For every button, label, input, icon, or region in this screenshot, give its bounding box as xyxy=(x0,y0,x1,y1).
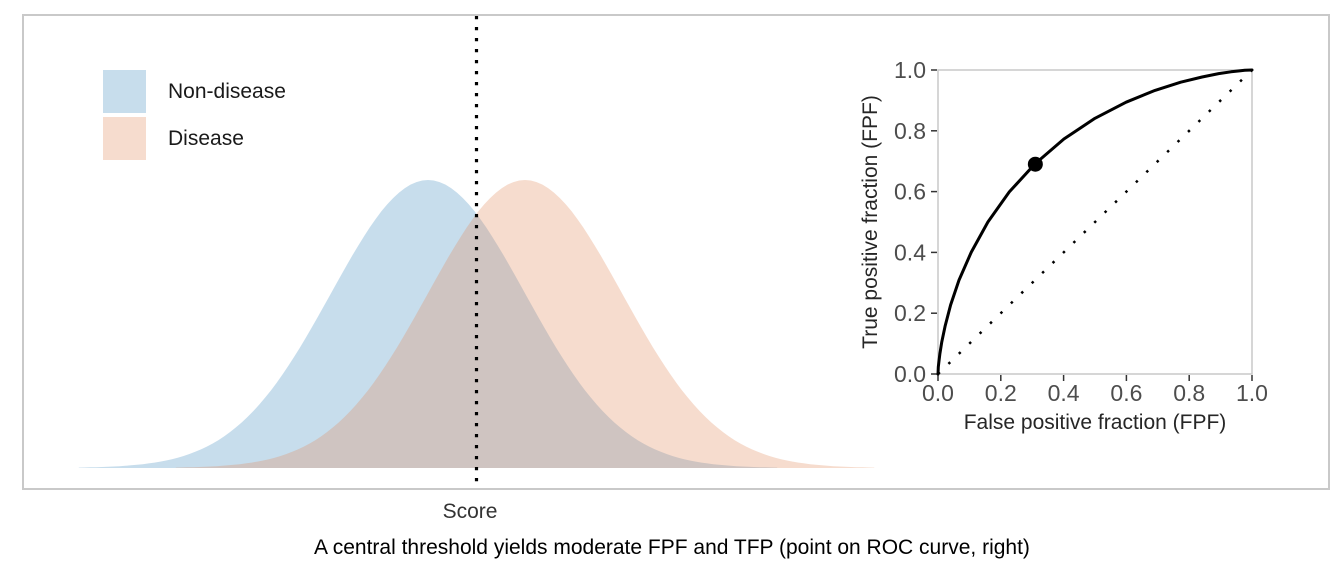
roc-x-axis-label: False positive fraction (FPF) xyxy=(963,411,1227,434)
legend: Non-disease Disease xyxy=(103,70,286,160)
score-axis-label: Score xyxy=(442,500,498,523)
roc-curve xyxy=(936,68,1254,376)
legend-label-non-disease: Non-disease xyxy=(168,79,286,103)
roc-x-tick-label: 0.8 xyxy=(1173,380,1205,406)
roc-y-tick-label: 0.4 xyxy=(894,239,926,265)
roc-y-tick-label: 0.2 xyxy=(894,300,926,326)
roc-y-tick-label: 0.6 xyxy=(894,179,926,205)
roc-x-tick-label: 0.0 xyxy=(922,380,954,406)
roc-y-tick-label: 0.0 xyxy=(894,361,926,387)
roc-x-tick-label: 0.2 xyxy=(985,380,1017,406)
chance-line xyxy=(937,69,1253,375)
legend-swatch-disease xyxy=(103,117,146,160)
figure-caption: A central threshold yields moderate FPF … xyxy=(314,536,1030,559)
roc-y-axis-label: True positive fraction (FPF) xyxy=(859,95,882,349)
legend-label-disease: Disease xyxy=(168,126,244,150)
roc-x-tick-label: 0.4 xyxy=(1048,380,1080,406)
roc-x-tick-label: 0.6 xyxy=(1110,380,1142,406)
roc-x-tick-label: 1.0 xyxy=(1236,380,1268,406)
roc-y-tick-label: 0.8 xyxy=(894,118,926,144)
legend-swatch-non-disease xyxy=(103,70,146,113)
roc-y-tick-label: 1.0 xyxy=(894,57,926,83)
legend-item-non-disease: Non-disease xyxy=(103,70,286,113)
density-area-disease xyxy=(175,180,875,468)
operating-point xyxy=(1027,156,1043,172)
density-area-non-disease xyxy=(78,180,778,468)
legend-item-disease: Disease xyxy=(103,117,286,160)
